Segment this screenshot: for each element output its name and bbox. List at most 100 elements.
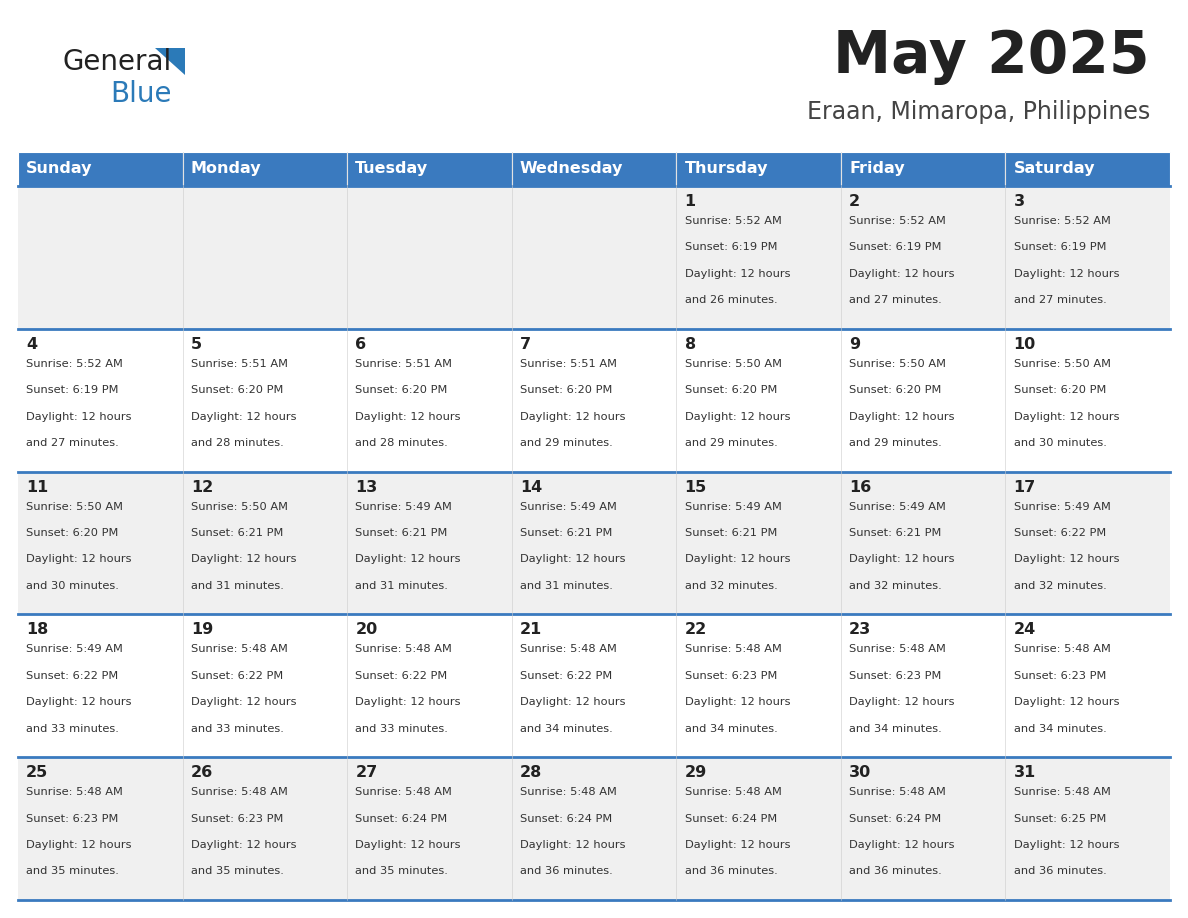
Text: Daylight: 12 hours: Daylight: 12 hours bbox=[26, 554, 132, 565]
Text: Sunrise: 5:50 AM: Sunrise: 5:50 AM bbox=[849, 359, 946, 369]
Text: 27: 27 bbox=[355, 766, 378, 780]
Text: Sunset: 6:21 PM: Sunset: 6:21 PM bbox=[355, 528, 448, 538]
Text: Sunset: 6:22 PM: Sunset: 6:22 PM bbox=[520, 671, 612, 681]
Text: 29: 29 bbox=[684, 766, 707, 780]
Bar bbox=[676, 757, 841, 900]
Text: Daylight: 12 hours: Daylight: 12 hours bbox=[1013, 554, 1119, 565]
Text: Sunrise: 5:49 AM: Sunrise: 5:49 AM bbox=[684, 501, 782, 511]
Text: Sunrise: 5:51 AM: Sunrise: 5:51 AM bbox=[520, 359, 617, 369]
Text: and 36 minutes.: and 36 minutes. bbox=[684, 867, 777, 877]
Bar bbox=[18, 472, 183, 614]
Text: Sunday: Sunday bbox=[26, 162, 93, 176]
Bar bbox=[512, 152, 676, 186]
Text: Daylight: 12 hours: Daylight: 12 hours bbox=[1013, 269, 1119, 279]
Text: and 29 minutes.: and 29 minutes. bbox=[849, 438, 942, 448]
Text: Daylight: 12 hours: Daylight: 12 hours bbox=[355, 698, 461, 707]
Text: Sunrise: 5:51 AM: Sunrise: 5:51 AM bbox=[191, 359, 287, 369]
Text: Sunrise: 5:49 AM: Sunrise: 5:49 AM bbox=[26, 644, 124, 655]
Text: 28: 28 bbox=[520, 766, 542, 780]
Text: Sunset: 6:20 PM: Sunset: 6:20 PM bbox=[26, 528, 119, 538]
Text: Sunrise: 5:51 AM: Sunrise: 5:51 AM bbox=[355, 359, 453, 369]
Text: Sunset: 6:20 PM: Sunset: 6:20 PM bbox=[355, 386, 448, 396]
Text: 19: 19 bbox=[191, 622, 213, 637]
Text: May 2025: May 2025 bbox=[833, 28, 1150, 85]
Text: 16: 16 bbox=[849, 479, 871, 495]
Bar bbox=[512, 186, 676, 329]
Text: Sunset: 6:22 PM: Sunset: 6:22 PM bbox=[191, 671, 283, 681]
Text: Sunrise: 5:48 AM: Sunrise: 5:48 AM bbox=[191, 644, 287, 655]
Text: Sunrise: 5:52 AM: Sunrise: 5:52 AM bbox=[849, 216, 946, 226]
Text: and 33 minutes.: and 33 minutes. bbox=[355, 723, 448, 733]
Text: 17: 17 bbox=[1013, 479, 1036, 495]
Text: Sunrise: 5:48 AM: Sunrise: 5:48 AM bbox=[355, 788, 453, 797]
Text: 25: 25 bbox=[26, 766, 49, 780]
Text: 23: 23 bbox=[849, 622, 871, 637]
Bar bbox=[183, 472, 347, 614]
Text: Sunset: 6:19 PM: Sunset: 6:19 PM bbox=[849, 242, 942, 252]
Bar bbox=[841, 614, 1005, 757]
Text: and 36 minutes.: and 36 minutes. bbox=[849, 867, 942, 877]
Bar bbox=[183, 614, 347, 757]
Text: Friday: Friday bbox=[849, 162, 905, 176]
Text: Daylight: 12 hours: Daylight: 12 hours bbox=[191, 411, 296, 421]
Text: and 36 minutes.: and 36 minutes. bbox=[1013, 867, 1106, 877]
Text: and 27 minutes.: and 27 minutes. bbox=[26, 438, 119, 448]
Text: 1: 1 bbox=[684, 194, 696, 209]
Text: Monday: Monday bbox=[191, 162, 261, 176]
Text: Tuesday: Tuesday bbox=[355, 162, 429, 176]
Text: Daylight: 12 hours: Daylight: 12 hours bbox=[684, 840, 790, 850]
Bar bbox=[1005, 186, 1170, 329]
Text: and 35 minutes.: and 35 minutes. bbox=[355, 867, 448, 877]
Bar bbox=[347, 152, 512, 186]
Text: and 29 minutes.: and 29 minutes. bbox=[684, 438, 777, 448]
Text: 26: 26 bbox=[191, 766, 213, 780]
Text: Daylight: 12 hours: Daylight: 12 hours bbox=[191, 554, 296, 565]
Text: Sunrise: 5:50 AM: Sunrise: 5:50 AM bbox=[191, 501, 287, 511]
Bar bbox=[347, 472, 512, 614]
Text: Daylight: 12 hours: Daylight: 12 hours bbox=[520, 840, 625, 850]
Text: and 29 minutes.: and 29 minutes. bbox=[520, 438, 613, 448]
Text: Sunset: 6:23 PM: Sunset: 6:23 PM bbox=[849, 671, 941, 681]
Bar bbox=[512, 757, 676, 900]
Text: Sunset: 6:20 PM: Sunset: 6:20 PM bbox=[1013, 386, 1106, 396]
Text: and 35 minutes.: and 35 minutes. bbox=[26, 867, 119, 877]
Text: 15: 15 bbox=[684, 479, 707, 495]
Text: Sunrise: 5:48 AM: Sunrise: 5:48 AM bbox=[684, 788, 782, 797]
Text: Sunrise: 5:48 AM: Sunrise: 5:48 AM bbox=[849, 644, 946, 655]
Bar bbox=[676, 186, 841, 329]
Text: Daylight: 12 hours: Daylight: 12 hours bbox=[684, 554, 790, 565]
Text: Sunset: 6:24 PM: Sunset: 6:24 PM bbox=[355, 813, 448, 823]
Bar bbox=[512, 614, 676, 757]
Text: and 32 minutes.: and 32 minutes. bbox=[1013, 581, 1106, 591]
Text: and 26 minutes.: and 26 minutes. bbox=[684, 296, 777, 306]
Bar bbox=[18, 329, 183, 472]
Text: Sunrise: 5:48 AM: Sunrise: 5:48 AM bbox=[520, 788, 617, 797]
Bar bbox=[676, 472, 841, 614]
Text: Sunset: 6:22 PM: Sunset: 6:22 PM bbox=[1013, 528, 1106, 538]
Text: Sunset: 6:19 PM: Sunset: 6:19 PM bbox=[1013, 242, 1106, 252]
Text: Daylight: 12 hours: Daylight: 12 hours bbox=[191, 840, 296, 850]
Text: Sunrise: 5:48 AM: Sunrise: 5:48 AM bbox=[849, 788, 946, 797]
Text: Sunrise: 5:52 AM: Sunrise: 5:52 AM bbox=[684, 216, 782, 226]
Text: and 34 minutes.: and 34 minutes. bbox=[520, 723, 613, 733]
Text: 12: 12 bbox=[191, 479, 213, 495]
Text: Daylight: 12 hours: Daylight: 12 hours bbox=[520, 554, 625, 565]
Text: 8: 8 bbox=[684, 337, 696, 352]
Text: Daylight: 12 hours: Daylight: 12 hours bbox=[849, 269, 955, 279]
Text: Daylight: 12 hours: Daylight: 12 hours bbox=[520, 698, 625, 707]
Text: Sunrise: 5:50 AM: Sunrise: 5:50 AM bbox=[684, 359, 782, 369]
Bar bbox=[18, 757, 183, 900]
Bar bbox=[1005, 757, 1170, 900]
Text: Thursday: Thursday bbox=[684, 162, 767, 176]
Text: Daylight: 12 hours: Daylight: 12 hours bbox=[684, 269, 790, 279]
Bar bbox=[512, 472, 676, 614]
Text: Blue: Blue bbox=[110, 80, 171, 108]
Text: Daylight: 12 hours: Daylight: 12 hours bbox=[849, 840, 955, 850]
Bar bbox=[183, 757, 347, 900]
Text: Sunrise: 5:48 AM: Sunrise: 5:48 AM bbox=[191, 788, 287, 797]
Text: Sunrise: 5:52 AM: Sunrise: 5:52 AM bbox=[1013, 216, 1111, 226]
Text: Sunset: 6:21 PM: Sunset: 6:21 PM bbox=[684, 528, 777, 538]
Text: Daylight: 12 hours: Daylight: 12 hours bbox=[191, 698, 296, 707]
Text: Sunset: 6:21 PM: Sunset: 6:21 PM bbox=[191, 528, 283, 538]
Text: and 32 minutes.: and 32 minutes. bbox=[849, 581, 942, 591]
